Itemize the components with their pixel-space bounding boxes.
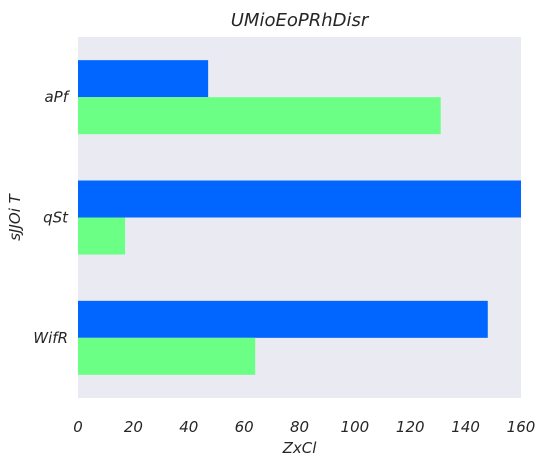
- x-tick-label: 160: [507, 418, 536, 436]
- chart-title: UMioEoPRhDisr: [231, 10, 370, 31]
- x-tick-label: 140: [451, 418, 480, 436]
- bar-WifR-series-1: [78, 300, 488, 338]
- y-tick-labels: aPf qSt WifR: [33, 88, 70, 347]
- bar-qSt-series-1: [78, 180, 521, 218]
- bars-group: [78, 60, 521, 375]
- x-tick-label: 100: [341, 418, 370, 436]
- bar-aPf-series-1: [78, 60, 209, 98]
- y-tick-label: aPf: [44, 88, 70, 106]
- y-axis-label: sJJOi T: [6, 192, 24, 240]
- x-tick-label: 20: [124, 418, 143, 436]
- y-tick-label: WifR: [33, 329, 68, 347]
- x-tick-label: 60: [235, 418, 254, 436]
- y-tick-label: qSt: [43, 209, 69, 227]
- x-tick-label: 0: [73, 418, 83, 436]
- bar-aPf-series-2: [78, 97, 441, 135]
- bar-WifR-series-2: [78, 337, 256, 375]
- x-tick-label: 80: [290, 418, 309, 436]
- x-tick-label: 120: [396, 418, 425, 436]
- x-tick-labels: 0 20 40 60 80 100 120 140 160: [73, 418, 535, 436]
- x-tick-label: 40: [179, 418, 198, 436]
- x-axis-label: ZxCl: [282, 439, 318, 457]
- bar-qSt-series-2: [78, 217, 126, 255]
